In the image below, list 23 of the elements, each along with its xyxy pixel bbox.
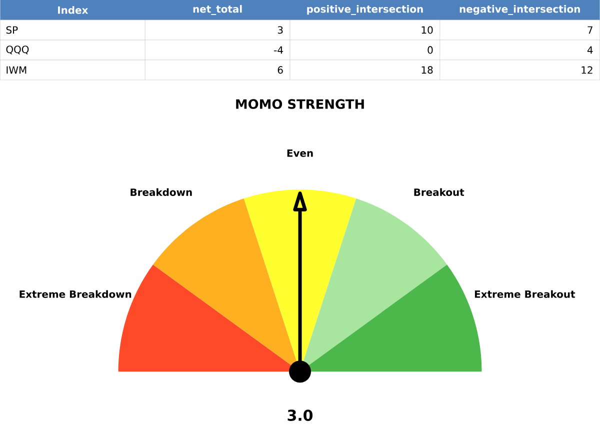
- data-label: 18: [422, 66, 433, 74]
- data-label: 0: [428, 46, 433, 54]
- y-tick-label: QQQ: [6, 46, 29, 54]
- slice-label: Breakout: [414, 188, 464, 196]
- data-label: 7: [588, 26, 592, 34]
- slice-label: Extreme Breakdown: [20, 290, 132, 298]
- x-tick-label: positive_intersection: [307, 5, 423, 16]
- slice-label: Breakdown: [130, 188, 192, 196]
- data-label: 6: [278, 66, 283, 74]
- y-tick-label: SP: [6, 26, 18, 34]
- text: 3.0: [288, 410, 313, 422]
- data-label: 3: [278, 26, 283, 34]
- chart-title: MOMO STRENGTH: [236, 99, 364, 110]
- data-label: 12: [582, 66, 592, 74]
- x-axis-title: Index: [58, 6, 88, 14]
- x-tick-label: net_total: [193, 5, 242, 16]
- slice-label: Even: [287, 150, 313, 158]
- data-label: 10: [422, 26, 433, 34]
- y-tick-label: IWM: [6, 66, 26, 74]
- data-label: 4: [587, 46, 593, 54]
- x-tick-label: negative_intersection: [460, 5, 580, 16]
- slice-label: Extreme Breakout: [474, 290, 576, 298]
- data-label: -4: [274, 46, 283, 54]
